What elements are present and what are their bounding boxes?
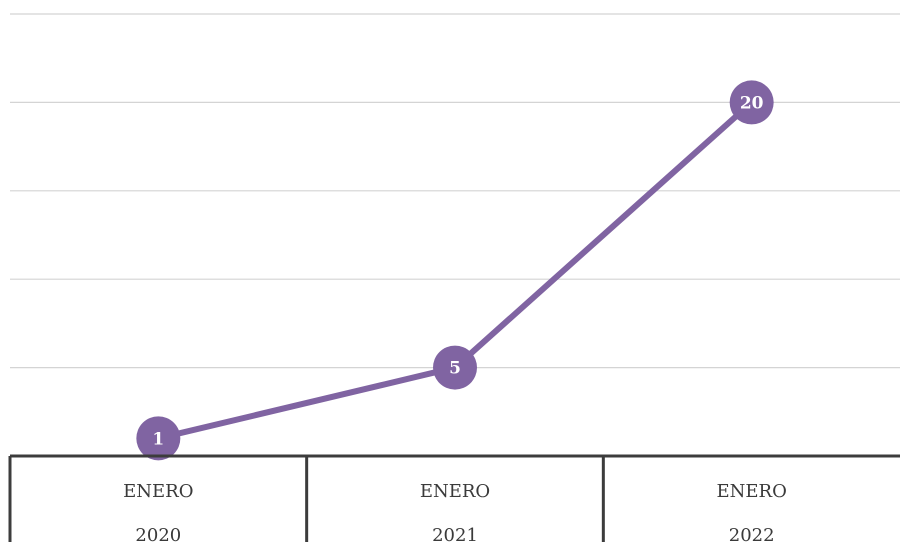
data-label: 1	[152, 429, 164, 449]
data-point-enero-2022	[729, 80, 774, 125]
gridlines	[10, 13, 900, 369]
category-label-month: ENERO	[716, 481, 786, 502]
category-label-year: 2020	[135, 525, 181, 542]
category-label-year: 2022	[729, 525, 775, 542]
data-label: 5	[449, 359, 461, 379]
data-point-enero-2020	[136, 416, 181, 461]
category-label-year: 2021	[432, 525, 478, 542]
category-label-month: ENERO	[420, 481, 490, 502]
category-label-month: ENERO	[123, 481, 193, 502]
category-axis-table: ENERO 2020 ENERO 2021 ENERO 2022	[8, 454, 900, 542]
data-label: 20	[740, 93, 764, 113]
data-point-enero-2021	[433, 345, 477, 390]
